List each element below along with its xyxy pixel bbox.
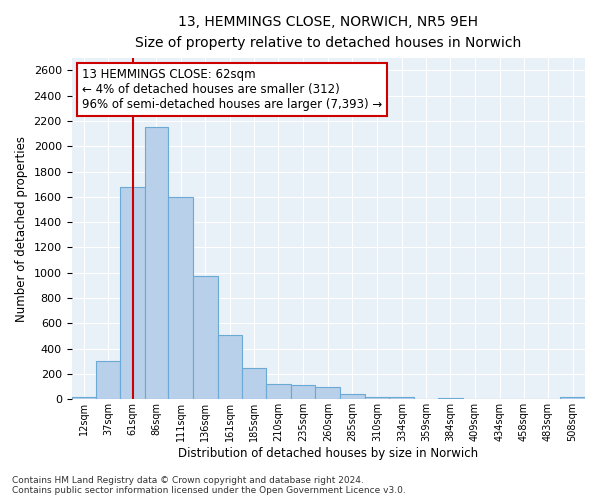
Y-axis label: Number of detached properties: Number of detached properties: [15, 136, 28, 322]
Bar: [120, 187, 145, 400]
X-axis label: Distribution of detached houses by size in Norwich: Distribution of detached houses by size …: [178, 447, 478, 460]
Bar: [536, 398, 560, 400]
Bar: [560, 397, 585, 400]
Bar: [414, 398, 438, 400]
Bar: [242, 368, 266, 400]
Bar: [291, 384, 316, 400]
Bar: [463, 398, 487, 400]
Bar: [193, 276, 218, 400]
Bar: [316, 388, 340, 400]
Bar: [438, 398, 463, 400]
Text: 13 HEMMINGS CLOSE: 62sqm
← 4% of detached houses are smaller (312)
96% of semi-d: 13 HEMMINGS CLOSE: 62sqm ← 4% of detache…: [82, 68, 382, 111]
Bar: [512, 398, 536, 400]
Bar: [365, 397, 389, 400]
Bar: [145, 128, 168, 400]
Bar: [487, 398, 512, 400]
Bar: [218, 335, 242, 400]
Bar: [96, 362, 120, 400]
Bar: [168, 197, 193, 400]
Bar: [340, 394, 365, 400]
Title: 13, HEMMINGS CLOSE, NORWICH, NR5 9EH
Size of property relative to detached house: 13, HEMMINGS CLOSE, NORWICH, NR5 9EH Siz…: [135, 15, 521, 50]
Bar: [71, 397, 96, 400]
Bar: [266, 384, 291, 400]
Text: Contains HM Land Registry data © Crown copyright and database right 2024.
Contai: Contains HM Land Registry data © Crown c…: [12, 476, 406, 495]
Bar: [389, 398, 414, 400]
